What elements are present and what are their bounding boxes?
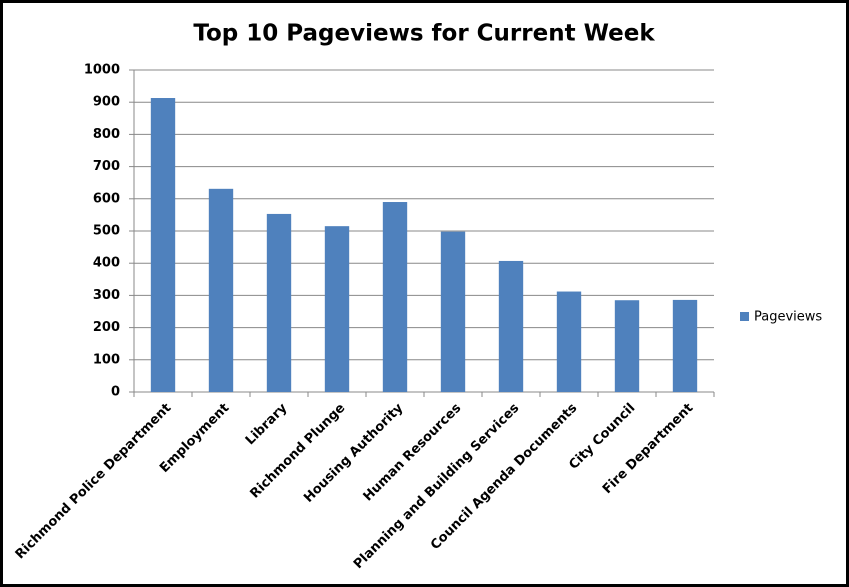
y-tick-label: 200: [93, 320, 120, 335]
bar: [614, 300, 640, 392]
y-tick-label: 800: [93, 127, 120, 142]
bar: [324, 226, 350, 392]
y-tick-label: 700: [93, 159, 120, 174]
y-tick-label: 1000: [84, 63, 120, 78]
y-tick-label: 300: [93, 288, 120, 303]
legend-swatch: [740, 312, 749, 321]
bar: [440, 231, 466, 392]
y-tick-label: 900: [93, 95, 120, 110]
bar: [498, 260, 524, 392]
y-tick-label: 500: [93, 224, 120, 239]
bar: [266, 213, 292, 392]
y-tick-label: 100: [93, 352, 120, 367]
legend-label: Pageviews: [754, 310, 822, 325]
bar: [672, 299, 698, 392]
bar: [150, 98, 176, 392]
bar: [208, 188, 234, 392]
bar: [382, 202, 408, 392]
bar: [556, 291, 582, 392]
y-tick-label: 400: [93, 256, 120, 271]
chart-title: Top 10 Pageviews for Current Week: [193, 21, 655, 47]
y-tick-label: 0: [111, 385, 120, 400]
y-tick-label: 600: [93, 191, 120, 206]
